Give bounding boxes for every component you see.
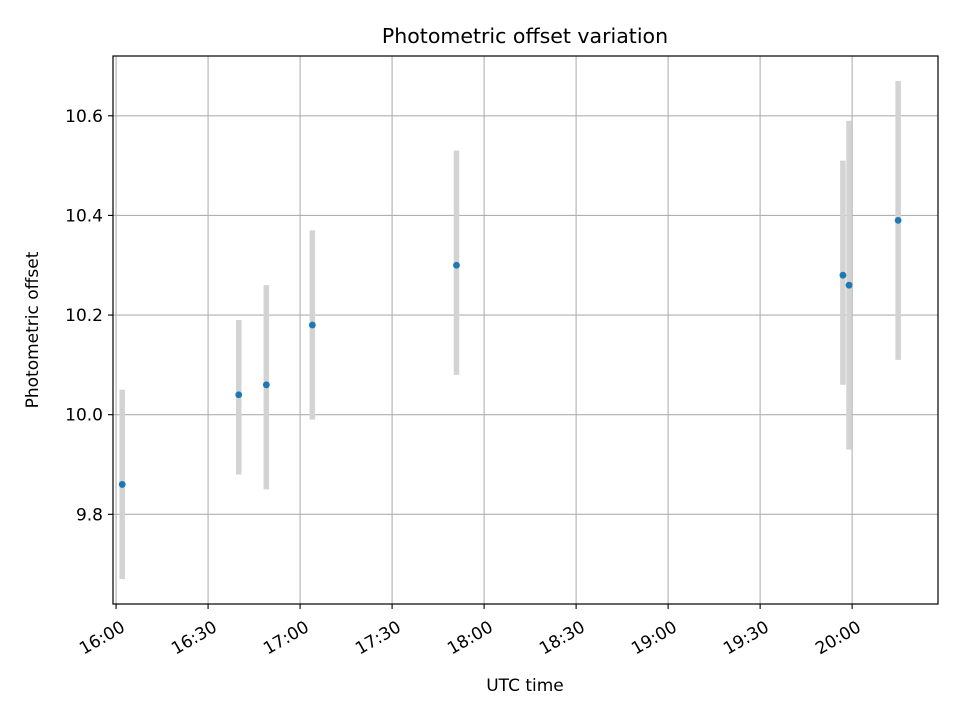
y-tick-label: 10.6 — [65, 107, 103, 127]
y-axis-ticks: 9.8 10.0 10.2 10.4 10.6 — [65, 107, 113, 525]
data-point — [262, 381, 270, 389]
y-tick-label: 9.8 — [76, 505, 103, 525]
data-points — [118, 217, 902, 488]
chart-title: Photometric offset variation — [382, 24, 668, 48]
data-point — [118, 481, 126, 488]
x-axis-label: UTC time — [486, 676, 564, 696]
data-point — [453, 261, 460, 269]
data-point — [894, 217, 902, 224]
data-point — [235, 391, 243, 399]
data-point — [839, 271, 847, 279]
y-axis-label: Photometric offset — [23, 251, 43, 408]
y-tick-label: 10.0 — [65, 406, 103, 426]
grid — [113, 56, 938, 604]
y-tick-label: 10.2 — [65, 306, 103, 326]
plot-frame — [112, 55, 939, 605]
y-tick-label: 10.4 — [65, 206, 103, 226]
data-point — [308, 321, 316, 329]
data-point — [845, 281, 853, 289]
